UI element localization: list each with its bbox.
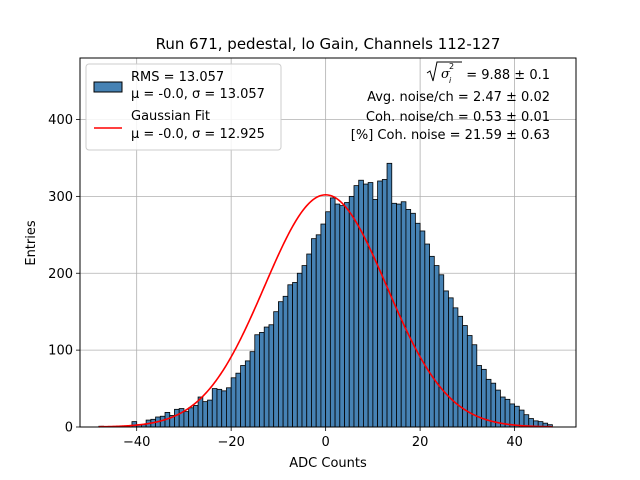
histogram-bar (296, 272, 303, 428)
histogram-bar (277, 301, 284, 428)
sigma-subscript: i (449, 76, 452, 85)
histogram-bar (509, 403, 515, 428)
histogram-bar (339, 205, 345, 428)
histogram-bar (443, 290, 449, 428)
histogram-bar (414, 222, 421, 428)
histogram-bar (221, 390, 227, 428)
histogram-bar (249, 351, 256, 428)
histogram-bar (259, 332, 265, 428)
histogram-bar (207, 399, 213, 428)
histogram-bar (268, 324, 275, 428)
x-tick-label: 0 (321, 435, 329, 450)
y-axis-ticks: 0 100 200 300 400 (48, 113, 80, 436)
histogram-bar (358, 179, 364, 428)
histogram-bar (315, 234, 322, 428)
histogram-bar (188, 407, 194, 428)
histogram-bar (518, 409, 525, 428)
histogram-bar (514, 405, 520, 428)
sqrt-symbol (426, 61, 462, 82)
histogram-bar (202, 401, 208, 428)
histogram-bar (240, 365, 246, 428)
pct-coh-noise: [%] Coh. noise = 21.59 ± 0.63 (351, 128, 550, 143)
avg-noise: Avg. noise/ch = 2.47 ± 0.02 (367, 90, 550, 105)
y-tick-label: 200 (48, 267, 73, 282)
histogram-bar (334, 203, 341, 428)
histogram-bar (419, 230, 426, 428)
x-axis-ticks: −40 −20 0 20 40 (123, 427, 523, 450)
x-tick-label: −40 (123, 435, 150, 450)
histogram-bar (429, 255, 435, 428)
histogram-bar (504, 398, 511, 428)
sigma-symbol: σ (441, 67, 451, 82)
histogram-bar (292, 282, 298, 428)
sigma-superscript: 2 (449, 62, 454, 71)
y-tick-label: 300 (48, 190, 73, 205)
histogram-bars (98, 162, 553, 428)
histogram-bar (254, 334, 260, 428)
histogram-bar (372, 199, 378, 428)
histogram-bar (282, 295, 289, 428)
coh-noise: Coh. noise/ch = 0.53 ± 0.01 (366, 110, 550, 125)
histogram-bar (306, 253, 312, 428)
histogram-bar (192, 405, 199, 428)
y-tick-label: 100 (48, 344, 73, 359)
histogram-bar (495, 389, 501, 428)
histogram-bar (363, 183, 369, 428)
histogram-bar (311, 238, 317, 428)
histogram-bar (287, 284, 293, 428)
histogram-bar (174, 408, 180, 428)
histogram-bar (273, 311, 279, 428)
histogram-bar (244, 360, 251, 428)
annotations: σ 2 i = 9.88 ± 0.1 Avg. noise/ch = 2.47 … (351, 61, 550, 143)
histogram-bar (457, 315, 464, 428)
histogram-bar (226, 387, 232, 428)
histogram-bar (216, 388, 223, 428)
histogram-bar (348, 195, 355, 428)
x-axis-label: ADC Counts (289, 456, 367, 471)
histogram-bar (438, 274, 445, 428)
histogram-bar (452, 307, 459, 428)
y-tick-label: 400 (48, 113, 73, 128)
histogram-bar (211, 388, 218, 428)
histogram-bar (183, 411, 190, 428)
plot-frame (79, 57, 577, 428)
legend: RMS = 13.057 μ = -0.0, σ = 13.057 Gaussi… (85, 63, 282, 151)
histogram-bar (367, 182, 374, 428)
histogram-bar (344, 202, 350, 428)
gaussian-fit-curve (98, 194, 553, 428)
histogram-bar (410, 212, 416, 428)
histogram-bar (325, 211, 331, 428)
histogram-bar (400, 201, 407, 428)
legend-entry-histogram-line2: μ = -0.0, σ = 13.057 (131, 87, 265, 102)
chart-title: Run 671, pedestal, lo Gain, Channels 112… (156, 35, 501, 53)
histogram-bar (391, 202, 397, 428)
y-tick-label: 0 (65, 421, 73, 436)
legend-patch (93, 81, 123, 93)
legend-entry-fit-line1: Gaussian Fit (131, 109, 210, 124)
histogram-bar (263, 326, 270, 428)
legend-entry-fit-line2: μ = -0.0, σ = 12.925 (131, 127, 265, 142)
histogram-bar (301, 265, 308, 428)
histogram-bar (235, 372, 242, 428)
histogram-bar (329, 197, 336, 428)
y-axis-label: Entries (24, 220, 39, 266)
legend-box (85, 63, 282, 151)
histogram-bar (381, 179, 388, 428)
sigma-formula: σ 2 i (426, 61, 462, 85)
histogram-bar (433, 265, 440, 428)
histogram-bar (320, 223, 327, 428)
histogram-bar (448, 297, 454, 428)
sigma-value: = 9.88 ± 0.1 (462, 68, 550, 83)
x-tick-label: −20 (217, 435, 244, 450)
histogram-bar (377, 180, 383, 428)
histogram-bar (197, 396, 204, 428)
x-tick-label: 40 (506, 435, 523, 450)
legend-entry-histogram-line1: RMS = 13.057 (131, 70, 224, 85)
x-tick-label: 20 (412, 435, 429, 450)
histogram-bar (230, 377, 237, 428)
histogram-bar (424, 243, 430, 428)
histogram-bar (405, 209, 412, 428)
